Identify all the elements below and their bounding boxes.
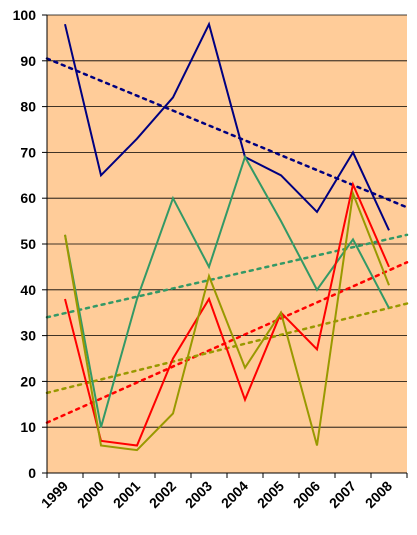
x-tick-label-2001: 2001 [110, 478, 143, 511]
series-line-1 [64, 21, 390, 231]
y-tick-label-10: 10 [20, 419, 36, 435]
x-tick-label-2007: 2007 [326, 478, 359, 511]
y-tick-labels: 0 10 20 30 40 50 60 70 80 90 100 [13, 7, 47, 481]
trendline-1 [45, 57, 409, 209]
x-tick-label-2008: 2008 [362, 478, 395, 511]
x-tick-label-2006: 2006 [290, 478, 323, 511]
gridlines [47, 14, 407, 428]
y-tick-label-90: 90 [20, 53, 36, 69]
y-tick-label-20: 20 [20, 373, 36, 389]
y-tick-label-0: 0 [28, 465, 36, 481]
x-tick-label-2004: 2004 [218, 478, 251, 511]
series-lines [64, 21, 390, 452]
x-tick-label-2002: 2002 [146, 478, 179, 511]
series-line-4 [64, 189, 390, 452]
trendline-3 [45, 261, 409, 424]
y-tick-label-40: 40 [20, 282, 36, 298]
y-tick-label-80: 80 [20, 99, 36, 115]
x-tick-label-2003: 2003 [182, 478, 215, 511]
y-tick-label-50: 50 [20, 236, 36, 252]
y-tick-label-60: 60 [20, 190, 36, 206]
x-tick-labels: 1999 2000 2001 2002 2003 2004 2005 2006 2007 2008 [38, 478, 395, 511]
x-tick-label-1999: 1999 [38, 478, 71, 511]
y-tick-label-30: 30 [20, 328, 36, 344]
y-tick-label-100: 100 [13, 7, 37, 23]
x-tick-label-2005: 2005 [254, 478, 287, 511]
series-line-3 [64, 181, 390, 447]
x-tick-label-2000: 2000 [74, 478, 107, 511]
y-tick-label-70: 70 [20, 144, 36, 160]
